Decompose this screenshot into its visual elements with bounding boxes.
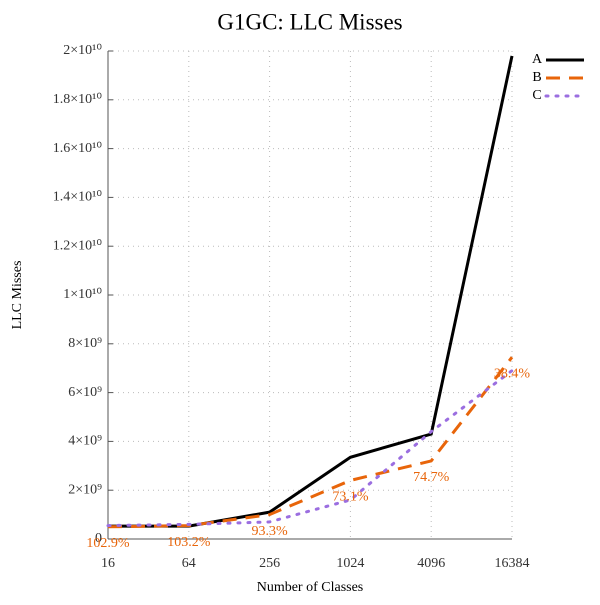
- y-tick-label: 2×10¹⁰: [63, 43, 102, 58]
- annotation: 102.9%: [86, 536, 130, 551]
- x-tick-label: 256: [259, 556, 280, 571]
- x-axis-label: Number of Classes: [257, 580, 364, 595]
- x-tick-label: 16384: [495, 556, 530, 571]
- y-tick-label: 2×10⁹: [68, 482, 102, 497]
- y-tick-label: 1.4×10¹⁰: [53, 190, 103, 205]
- y-tick-label: 1.8×10¹⁰: [53, 92, 103, 107]
- series-line: [108, 55, 514, 528]
- y-tick-label: 1×10¹⁰: [63, 287, 102, 302]
- legend-label: B: [532, 70, 541, 85]
- chart-title: G1GC: LLC Misses: [217, 9, 402, 34]
- annotation: 74.7%: [413, 470, 450, 485]
- x-tick-label: 64: [182, 556, 196, 571]
- annotation: 38.4%: [494, 366, 531, 381]
- y-tick-label: 4×10⁹: [68, 434, 102, 449]
- series-line: [107, 356, 514, 529]
- y-tick-label: 1.6×10¹⁰: [53, 141, 103, 156]
- y-tick-label: 6×10⁹: [68, 385, 102, 400]
- x-tick-label: 4096: [417, 556, 445, 571]
- legend-label: A: [532, 52, 543, 67]
- y-tick-label: 1.2×10¹⁰: [53, 238, 103, 253]
- x-tick-label: 1024: [336, 556, 364, 571]
- annotation: 103.2%: [167, 535, 211, 550]
- y-axis-label: LLC Misses: [10, 261, 25, 330]
- x-tick-label: 16: [101, 556, 115, 571]
- annotation: 93.3%: [252, 524, 289, 539]
- y-tick-label: 8×10⁹: [68, 336, 102, 351]
- legend-label: C: [532, 88, 541, 103]
- annotation: 73.1%: [332, 490, 369, 505]
- y-tick-label: 0: [95, 531, 102, 546]
